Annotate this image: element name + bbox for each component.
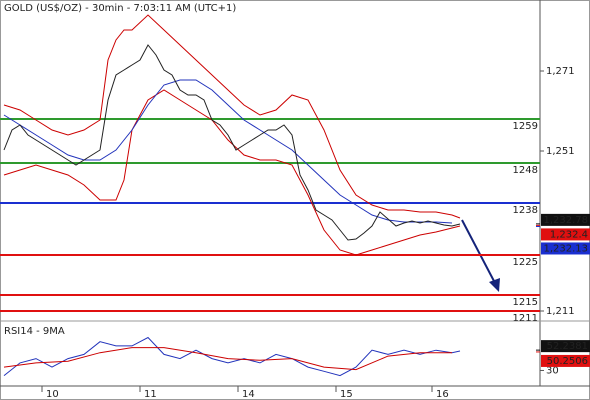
x-tick-label: 16 — [436, 389, 449, 400]
x-tick-label: 14 — [242, 389, 255, 400]
x-tick-label: 15 — [340, 389, 353, 400]
series-line — [3, 14, 461, 219]
series-line — [3, 336, 461, 377]
price-tag-label: 52.2381 — [547, 341, 588, 352]
price-tag-label: 50.2506 — [547, 356, 588, 367]
series-line — [3, 347, 452, 371]
price-tag-label: 1,232.13 — [543, 243, 588, 254]
price-tag-label: 1,232.4 — [550, 229, 588, 240]
level-label: 1225 — [513, 257, 538, 268]
level-label: 1259 — [513, 121, 538, 132]
series-line — [3, 89, 461, 256]
projection-arrow — [461, 219, 500, 292]
x-tick-label: 10 — [46, 389, 59, 400]
y-tick-label: 1,211 — [546, 306, 575, 317]
price-tag-label: 1,232.78 — [543, 215, 588, 226]
y-tick-label: 30 — [546, 365, 559, 376]
price-tag — [541, 213, 590, 226]
rsi-title: RSI14 - 9MA — [4, 326, 65, 337]
y-tick-label: 1,271 — [546, 66, 575, 77]
chart-title: GOLD (US$/OZ) - 30min - 7:03:11 AM (UTC+… — [4, 3, 236, 14]
y-tick-label: 1,251 — [546, 146, 575, 157]
price-tag — [541, 354, 590, 367]
level-label: 1248 — [513, 165, 538, 176]
level-label: 1238 — [513, 205, 538, 216]
x-tick-label: 11 — [144, 389, 157, 400]
level-label: 1215 — [513, 297, 538, 308]
level-label: 1211 — [513, 313, 538, 324]
price-tag — [541, 228, 590, 241]
series-line — [3, 44, 461, 241]
price-tag — [541, 242, 590, 255]
price-tag — [541, 340, 590, 353]
